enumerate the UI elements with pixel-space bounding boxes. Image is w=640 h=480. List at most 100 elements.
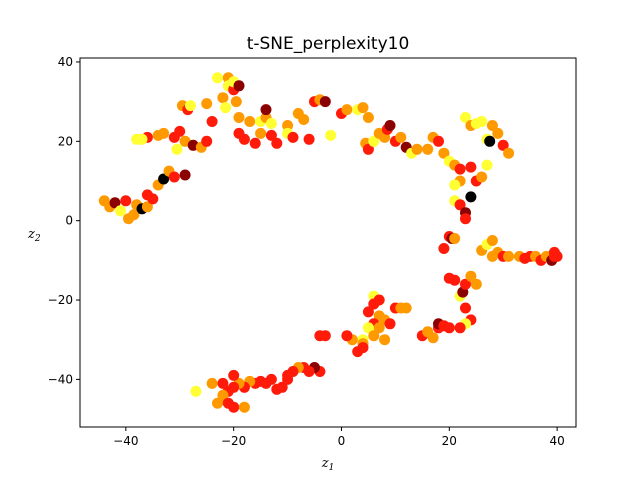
data-point — [114, 205, 126, 217]
data-point — [271, 137, 283, 149]
data-point — [503, 147, 515, 159]
data-point — [486, 120, 498, 131]
data-point — [465, 270, 477, 282]
data-point — [319, 330, 331, 342]
data-point — [460, 213, 471, 225]
data-point — [228, 401, 240, 413]
data-point — [341, 104, 353, 116]
data-point — [303, 133, 315, 145]
data-point — [454, 199, 466, 211]
data-point — [244, 116, 256, 127]
data-point — [179, 169, 191, 181]
data-point — [120, 195, 132, 207]
data-point — [128, 209, 140, 221]
data-point — [352, 346, 364, 358]
y-tick-label: 20 — [58, 134, 73, 148]
data-point — [484, 135, 496, 147]
data-points — [98, 72, 563, 413]
data-point — [460, 302, 471, 314]
data-point — [233, 112, 245, 123]
data-point — [341, 330, 353, 342]
data-point — [548, 246, 560, 258]
data-point — [438, 147, 450, 159]
x-tick-label: 40 — [549, 434, 564, 448]
data-point — [368, 330, 380, 342]
data-point — [174, 125, 186, 137]
data-point — [171, 143, 183, 155]
data-point — [228, 369, 240, 381]
data-point — [147, 193, 159, 205]
y-tick-label: −20 — [48, 293, 73, 307]
data-point — [476, 171, 488, 183]
data-point — [497, 139, 509, 151]
data-point — [422, 143, 434, 155]
data-point — [481, 159, 493, 171]
data-point — [255, 127, 267, 139]
data-point — [486, 235, 498, 246]
data-point — [449, 233, 461, 244]
data-point — [362, 112, 374, 123]
data-point — [212, 397, 223, 409]
data-point — [362, 143, 374, 155]
data-point — [238, 133, 250, 145]
data-point — [438, 243, 450, 254]
data-point — [260, 104, 272, 116]
data-point — [470, 278, 482, 290]
plot-area — [79, 57, 577, 428]
data-point — [282, 373, 294, 385]
y-tick-label: 0 — [65, 214, 73, 228]
data-point — [449, 179, 461, 191]
data-point — [212, 72, 223, 84]
data-point — [433, 135, 444, 147]
data-point — [233, 80, 245, 92]
data-point — [503, 250, 515, 262]
data-point — [217, 92, 229, 104]
y-axis-ticks: −40 −20 0 20 40 — [48, 55, 80, 386]
data-point — [206, 116, 218, 127]
data-point — [287, 131, 299, 143]
x-axis-label-sub: 1 — [329, 463, 335, 473]
data-point — [282, 120, 294, 131]
data-point — [411, 143, 423, 155]
data-point — [395, 131, 407, 143]
data-point — [362, 306, 374, 318]
data-point — [298, 114, 310, 125]
data-point — [190, 385, 202, 397]
data-point — [379, 334, 391, 346]
data-point — [265, 129, 277, 141]
data-point — [449, 274, 461, 286]
data-point — [427, 332, 439, 344]
data-point — [357, 102, 369, 114]
data-point — [384, 318, 396, 330]
chart-title: t-SNE_perplexity10 — [247, 34, 410, 54]
x-tick-label: 20 — [442, 434, 457, 448]
data-point — [185, 100, 196, 112]
data-point — [201, 135, 213, 147]
data-point — [373, 294, 385, 306]
x-axis-ticks: −40 −20 0 20 40 — [113, 427, 565, 448]
data-point — [206, 377, 218, 389]
data-point — [492, 127, 504, 139]
data-point — [454, 322, 466, 334]
data-point — [476, 116, 488, 127]
x-axis-label: z1 — [321, 456, 335, 473]
data-point — [325, 129, 337, 141]
data-point — [141, 201, 153, 213]
data-point — [368, 135, 380, 147]
data-point — [443, 322, 455, 334]
data-point — [384, 120, 396, 131]
data-point — [319, 96, 331, 108]
data-point — [465, 191, 477, 203]
x-tick-label: −40 — [113, 434, 138, 448]
data-point — [265, 118, 277, 129]
data-point — [201, 98, 213, 110]
data-point — [136, 133, 148, 145]
data-point — [454, 163, 466, 175]
data-point — [373, 322, 385, 334]
y-tick-label: −40 — [48, 372, 73, 386]
data-point — [271, 383, 283, 395]
data-point — [152, 129, 164, 141]
data-point — [460, 112, 471, 123]
data-point — [400, 302, 412, 314]
